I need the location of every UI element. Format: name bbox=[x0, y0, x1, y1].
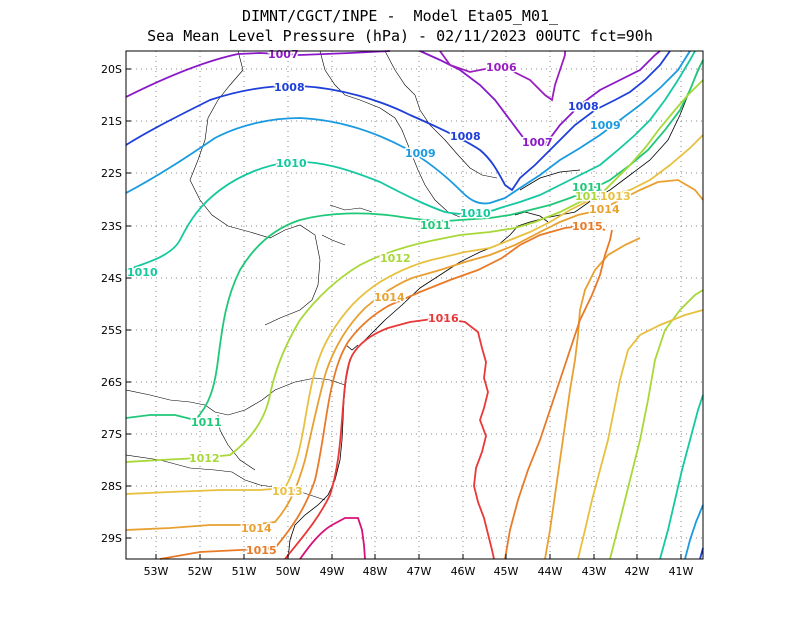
contour-label: 1008 bbox=[274, 81, 305, 94]
lon-tick-label: 42W bbox=[625, 565, 650, 578]
isobar-1007-east bbox=[419, 50, 661, 147]
contour-label: 1015 bbox=[572, 220, 603, 233]
lat-tick-label: 29S bbox=[101, 532, 122, 545]
lon-tick-label: 45W bbox=[494, 565, 519, 578]
lon-tick-label: 51W bbox=[232, 565, 257, 578]
isobar-1007 bbox=[125, 50, 391, 98]
lon-axis: 53W 52W 51W 50W 49W 48W 47W 46W 45W 44W 43W 42W 41W bbox=[144, 554, 694, 578]
lon-tick-label: 44W bbox=[538, 565, 563, 578]
contour-label: 1010 bbox=[460, 207, 491, 220]
isobar-1014 bbox=[125, 179, 704, 531]
contour-label: 1011 bbox=[572, 181, 603, 194]
isobar-1015 bbox=[159, 224, 606, 560]
isobar-1012 bbox=[125, 79, 704, 463]
contour-label: 1008 bbox=[450, 130, 481, 143]
isobar-1013-south bbox=[577, 309, 704, 560]
isobar-1016 bbox=[284, 317, 495, 560]
lon-tick-label: 53W bbox=[144, 565, 169, 578]
contour-label: 1013 bbox=[600, 190, 631, 203]
isobars bbox=[125, 50, 704, 560]
contour-label: 1006 bbox=[486, 61, 517, 74]
contour-label: 1011 bbox=[191, 416, 222, 429]
lat-tick-label: 25S bbox=[101, 324, 122, 337]
lat-tick-label: 24S bbox=[101, 272, 122, 285]
lon-tick-label: 50W bbox=[276, 565, 301, 578]
isobar-1011-se bbox=[659, 394, 704, 560]
contour-label: 1016 bbox=[428, 312, 459, 325]
lon-tick-label: 49W bbox=[320, 565, 345, 578]
isobar-1014-south bbox=[544, 237, 641, 560]
isobar-1010-se bbox=[684, 504, 704, 560]
lat-tick-label: 23S bbox=[101, 220, 122, 233]
contour-label: 1014 bbox=[241, 522, 272, 535]
contour-label: 1011 bbox=[420, 219, 451, 232]
lat-tick-label: 27S bbox=[101, 428, 122, 441]
isobar-1012-south bbox=[609, 289, 704, 560]
grid bbox=[126, 51, 703, 559]
lat-axis: 20S 21S 22S 23S 24S 25S 26S 27S 28S 29S bbox=[101, 63, 131, 545]
contour-label: 1014 bbox=[374, 291, 405, 304]
lon-tick-label: 46W bbox=[451, 565, 476, 578]
isobar-1010 bbox=[125, 50, 696, 271]
isobar-1009 bbox=[125, 50, 691, 205]
state-borders bbox=[125, 50, 498, 501]
isobar-1008 bbox=[125, 50, 671, 192]
lat-tick-label: 21S bbox=[101, 115, 122, 128]
contour-label: 1010 bbox=[276, 157, 307, 170]
contour-label: 1009 bbox=[405, 147, 436, 160]
contour-label: 1009 bbox=[590, 119, 621, 132]
contour-label: 1015 bbox=[246, 544, 277, 557]
isobar-1006 bbox=[439, 50, 566, 102]
chart-title: DIMNT/CGCT/INPE - Model Eta05_M01_ bbox=[241, 7, 559, 25]
lat-tick-label: 28S bbox=[101, 480, 122, 493]
lat-tick-label: 26S bbox=[101, 376, 122, 389]
contour-label: 1014 bbox=[589, 203, 620, 216]
isobar-1015-south bbox=[504, 229, 613, 560]
contour-label: 1012 bbox=[189, 452, 220, 465]
contour-label: 1010 bbox=[127, 266, 158, 279]
chart-subtitle: Sea Mean Level Pressure (hPa) - 02/11/20… bbox=[147, 27, 653, 45]
map-frame bbox=[126, 51, 703, 559]
map-border bbox=[125, 50, 704, 560]
lat-tick-label: 22S bbox=[101, 167, 122, 180]
contour-label: 1012 bbox=[575, 190, 606, 203]
lat-tick-label: 20S bbox=[101, 63, 122, 76]
lon-tick-label: 41W bbox=[669, 565, 694, 578]
isobar-1017 bbox=[299, 517, 366, 560]
contour-label: 1007 bbox=[268, 48, 299, 61]
contour-labels: 1007 1006 1008 1008 1008 1007 1009 1009 … bbox=[126, 47, 633, 559]
isobar-1013 bbox=[125, 134, 704, 495]
contour-label: 1007 bbox=[522, 136, 553, 149]
lon-tick-label: 52W bbox=[188, 565, 213, 578]
contour-label: 1013 bbox=[272, 485, 303, 498]
lon-tick-label: 48W bbox=[363, 565, 388, 578]
isobar-1011 bbox=[125, 59, 704, 421]
lon-tick-label: 43W bbox=[582, 565, 607, 578]
contour-label: 1008 bbox=[568, 100, 599, 113]
contour-label: 1012 bbox=[380, 252, 411, 265]
lon-tick-label: 47W bbox=[407, 565, 432, 578]
